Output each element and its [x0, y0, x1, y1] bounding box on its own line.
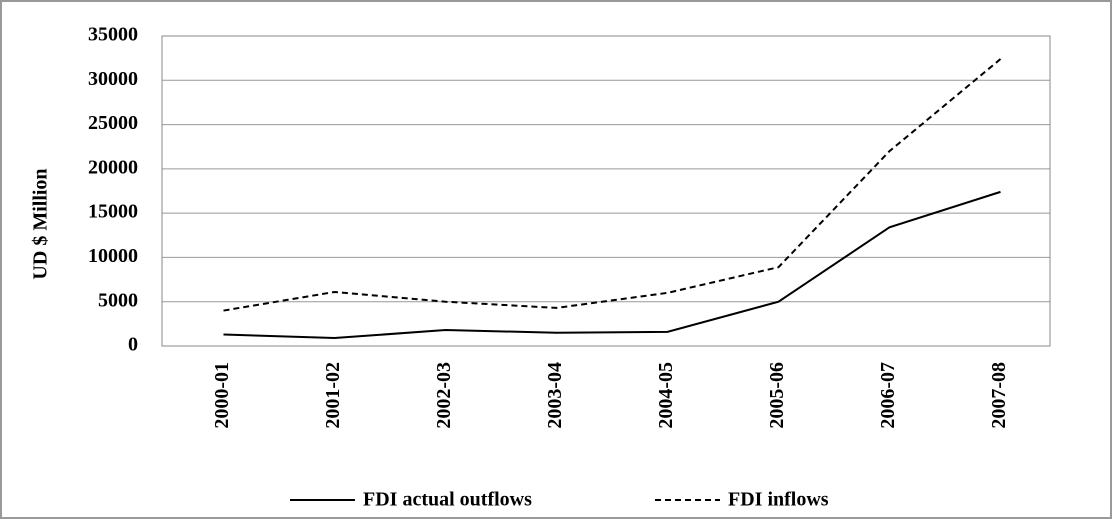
x-tick-label: 2003-04: [544, 362, 566, 429]
x-tick-label: 2006-07: [877, 362, 899, 429]
x-tick-label: 2005-06: [766, 362, 788, 429]
x-tick-label: 2001-02: [322, 362, 344, 429]
x-tick-label: 2002-03: [433, 362, 455, 429]
plot-border: [161, 35, 1051, 347]
x-tick-label: 2007-08: [988, 362, 1010, 429]
legend-label: FDI inflows: [728, 489, 829, 511]
y-tick-label: 20000: [88, 156, 138, 178]
y-tick-label: 5000: [98, 289, 138, 311]
y-tick-label: 10000: [88, 245, 138, 267]
series-line: [223, 190, 1001, 340]
x-tick-label: 2004-05: [655, 362, 677, 429]
y-tick-label: 15000: [88, 201, 138, 223]
y-tick-label: 35000: [88, 24, 138, 46]
legend-label: FDI actual outflows: [363, 489, 532, 511]
y-tick-label: 25000: [88, 112, 138, 134]
y-tick-label: 30000: [88, 68, 138, 90]
y-tick-label: 0: [128, 334, 138, 356]
y-axis-label: UD $ Million: [30, 168, 52, 279]
x-tick-label: 2000-01: [211, 362, 233, 429]
series-line: [223, 58, 1002, 312]
